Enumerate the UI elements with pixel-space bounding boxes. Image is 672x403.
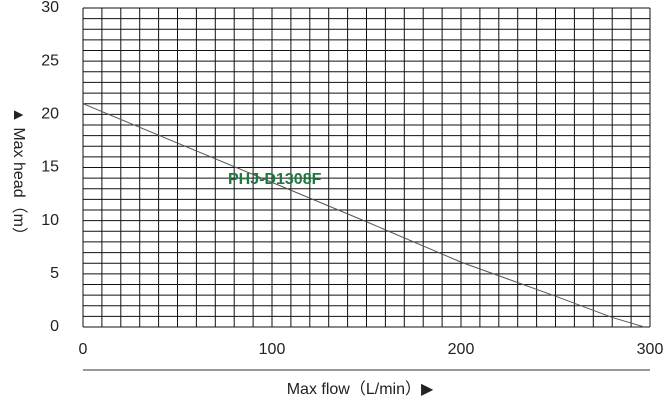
y-tick-label: 0	[50, 318, 59, 335]
x-tick-label: 100	[259, 341, 286, 358]
y-tick-label: 10	[41, 212, 59, 229]
y-tick-label: 20	[41, 106, 59, 123]
annotation: PHJ-D1308F	[228, 171, 322, 188]
y-tick-label: 30	[41, 0, 59, 16]
x-tick-label: 0	[79, 341, 88, 358]
y-tick-label: 15	[41, 159, 59, 176]
x-tick-label: 300	[637, 341, 664, 358]
y-tick-label: 5	[50, 265, 59, 282]
x-tick-label: 200	[448, 341, 475, 358]
y-axis-label: ▲ Max head（m）	[10, 107, 28, 243]
x-axis-label: Max flow（L/min）▶	[287, 380, 434, 398]
y-tick-label: 25	[41, 52, 59, 69]
line-series	[82, 103, 645, 328]
